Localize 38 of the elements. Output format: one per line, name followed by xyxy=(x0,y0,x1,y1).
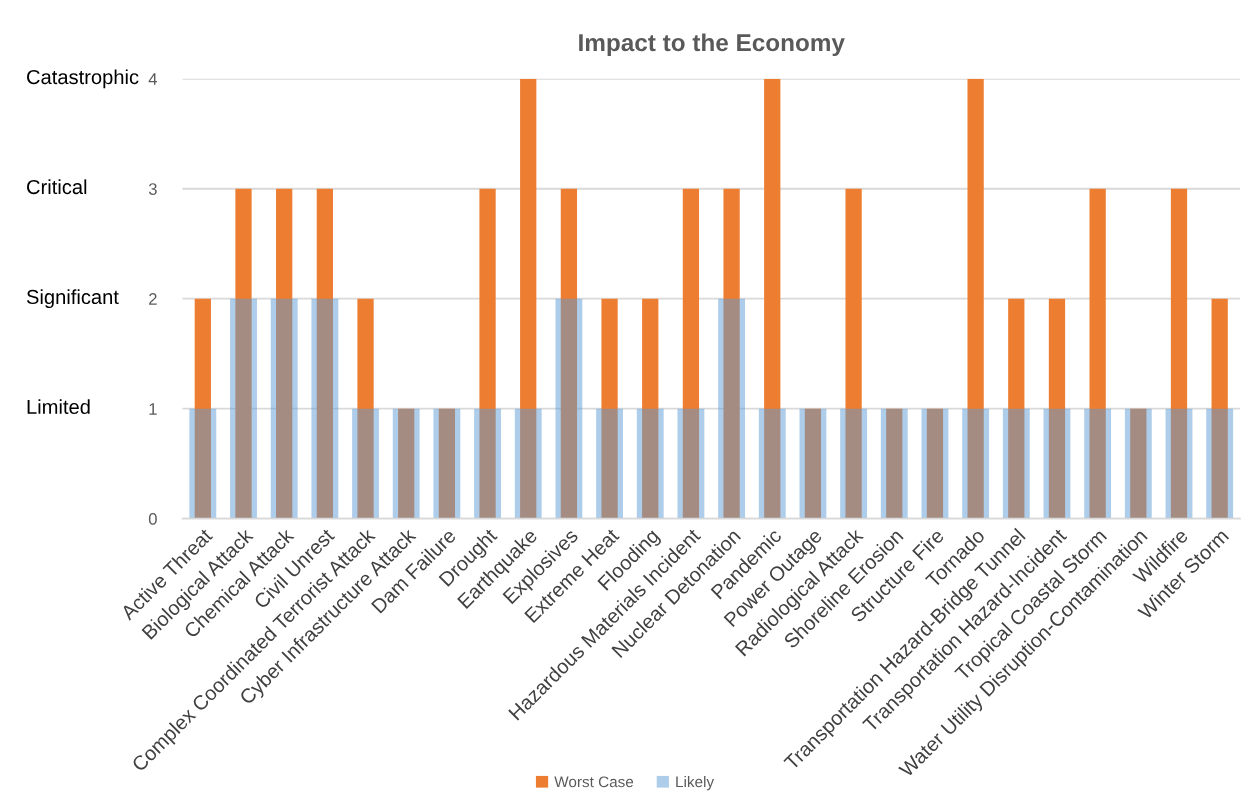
legend-label: Likely xyxy=(676,776,715,791)
text: Catastrophic xyxy=(27,69,139,89)
bar xyxy=(764,78,781,519)
bar xyxy=(804,408,822,519)
bar xyxy=(1211,298,1228,519)
bar xyxy=(357,298,374,519)
bar xyxy=(520,78,537,519)
bar xyxy=(560,188,578,519)
bar xyxy=(194,298,211,519)
bar xyxy=(1048,298,1066,519)
bar xyxy=(398,408,415,519)
text: Significant xyxy=(26,289,119,309)
bar xyxy=(1008,298,1025,519)
legend-label: Worst Case xyxy=(554,776,634,788)
bar xyxy=(682,188,700,519)
bar xyxy=(845,188,862,519)
text: Limited xyxy=(27,399,90,415)
bar xyxy=(926,408,944,519)
bar xyxy=(316,188,333,519)
chart-title: Impact to the Economy xyxy=(579,33,845,57)
bar xyxy=(1170,188,1188,519)
bar xyxy=(1089,188,1106,519)
y-tick-label: 2 xyxy=(149,293,157,305)
y-tick-label: 0 xyxy=(148,512,157,525)
y-tick-label: 1 xyxy=(149,403,157,415)
text: Critical xyxy=(27,179,87,195)
bar xyxy=(967,78,984,519)
y-tick-label: 4 xyxy=(148,73,158,85)
bar xyxy=(1130,408,1147,519)
y-tick-label: 3 xyxy=(148,183,157,195)
bar xyxy=(886,408,903,519)
bar xyxy=(479,188,496,519)
bar xyxy=(438,408,456,519)
bar xyxy=(235,188,252,519)
bar xyxy=(601,298,618,519)
bar xyxy=(723,188,740,519)
bar xyxy=(276,188,293,519)
bar xyxy=(642,298,659,519)
